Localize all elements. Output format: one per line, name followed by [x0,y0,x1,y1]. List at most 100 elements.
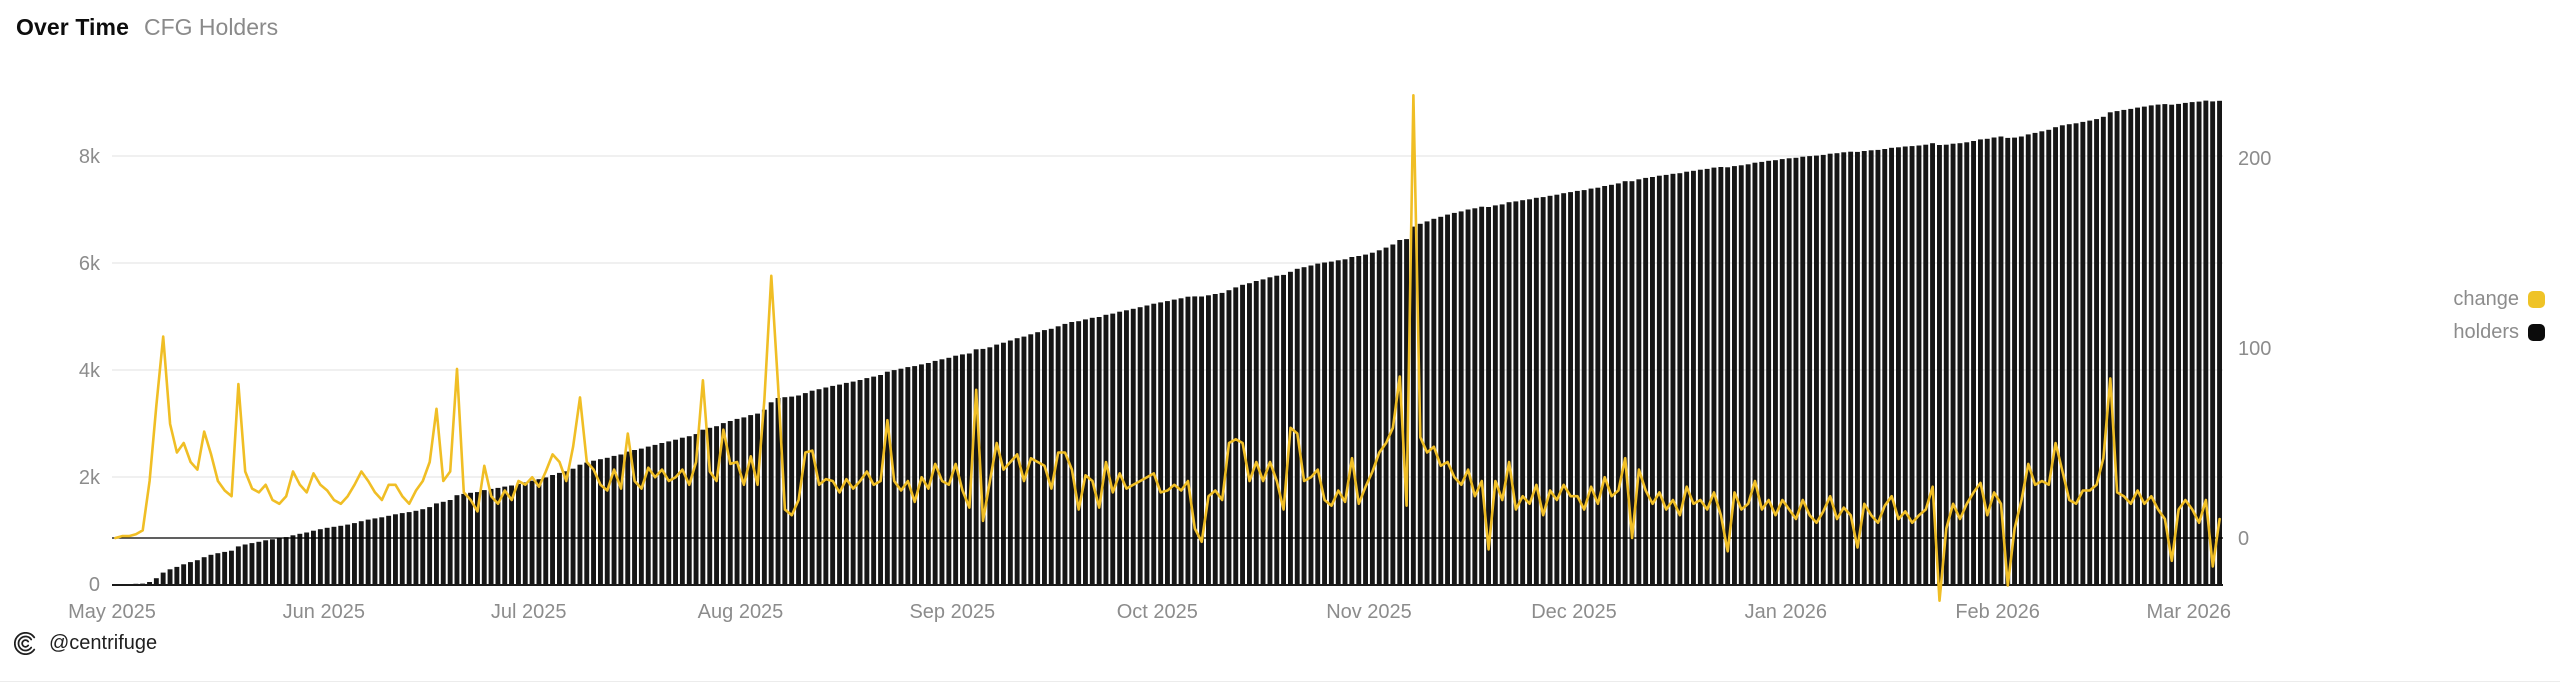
holders-bar[interactable] [174,567,179,584]
holders-bar[interactable] [1753,163,1758,584]
holders-bar[interactable] [1138,307,1143,584]
holders-bar[interactable] [455,495,460,584]
holders-bar[interactable] [2135,108,2140,584]
holders-bar[interactable] [161,573,166,584]
holders-bar[interactable] [817,389,822,584]
holders-bar[interactable] [837,385,842,584]
holders-bar[interactable] [1104,315,1109,584]
holders-bar[interactable] [1131,309,1136,584]
holders-bar[interactable] [1534,198,1539,584]
holders-bar[interactable] [1725,167,1730,584]
holders-bar[interactable] [748,415,753,584]
holders-bar[interactable] [1035,332,1040,584]
holders-bar[interactable] [154,578,159,584]
holders-bar[interactable] [1855,152,1860,584]
holders-bar[interactable] [1548,196,1553,584]
holders-bar[interactable] [1951,144,1956,584]
holders-bar[interactable] [448,500,453,584]
holders-bar[interactable] [1172,300,1177,584]
holders-bar[interactable] [960,354,965,584]
holders-bar[interactable] [1595,188,1600,584]
holders-bar[interactable] [311,531,316,584]
holders-bar[interactable] [1582,190,1587,584]
holders-bar[interactable] [605,458,610,584]
holders-bar[interactable] [1698,170,1703,584]
holders-bar[interactable] [1520,200,1525,584]
holders-bar[interactable] [1657,176,1662,584]
holders-bar[interactable] [1192,296,1197,584]
holders-bar[interactable] [523,482,528,584]
holders-bar[interactable] [516,484,521,584]
holders-bar[interactable] [1841,152,1846,584]
holders-bar[interactable] [741,417,746,584]
holders-bar[interactable] [304,533,309,585]
holders-bar[interactable] [1691,171,1696,584]
holders-bar[interactable] [2067,124,2072,584]
holders-bar[interactable] [1643,178,1648,584]
holders-bar[interactable] [359,521,364,584]
holders-bar[interactable] [625,452,630,584]
holders-bar[interactable] [537,479,542,584]
holders-bar[interactable] [769,402,774,584]
holders-bar[interactable] [735,419,740,584]
holders-bar[interactable] [434,503,439,584]
holders-bar[interactable] [1295,269,1300,584]
holders-bar[interactable] [489,489,494,584]
holders-bar[interactable] [1431,219,1436,584]
holders-bar[interactable] [1978,139,1983,584]
holders-bar[interactable] [1179,298,1184,584]
holders-bar[interactable] [2197,102,2202,584]
holders-bar[interactable] [1527,199,1532,584]
holders-bar[interactable] [1356,256,1361,584]
holders-bar[interactable] [1677,173,1682,584]
holders-bar[interactable] [1315,264,1320,584]
holders-bar[interactable] [209,555,214,584]
holders-bar[interactable] [332,527,337,584]
holders-bar[interactable] [543,477,548,584]
holders-bar[interactable] [1049,329,1054,584]
holders-bar[interactable] [1500,204,1505,584]
holders-bar[interactable] [215,553,220,584]
holders-bar[interactable] [168,569,173,584]
holders-bar[interactable] [1671,174,1676,584]
holders-bar[interactable] [1302,267,1307,584]
holders-bar[interactable] [1090,318,1095,584]
holders-bar[interactable] [1602,186,1607,584]
holders-bar[interactable] [400,513,405,584]
holders-bar[interactable] [659,443,664,584]
holders-bar[interactable] [1349,257,1354,584]
holders-bar[interactable] [393,514,398,584]
holders-bar[interactable] [1623,181,1628,584]
holders-bar[interactable] [2217,101,2222,584]
holders-bar[interactable] [1069,322,1074,584]
holders-bar[interactable] [1076,321,1081,584]
holders-bar[interactable] [1445,215,1450,584]
holders-bar[interactable] [591,461,596,584]
holders-bar[interactable] [250,543,255,584]
holders-bar[interactable] [1513,201,1518,584]
holders-bar[interactable] [1937,145,1942,584]
holders-bar[interactable] [1739,165,1744,584]
holders-bar[interactable] [2074,123,2079,584]
holders-bar[interactable] [687,436,692,584]
holders-bar[interactable] [1561,193,1566,584]
holders-bar[interactable] [386,516,391,584]
holders-bar[interactable] [919,364,924,584]
holders-bars-group[interactable] [133,101,2222,584]
holders-bar[interactable] [2094,119,2099,584]
holders-bar[interactable] [1664,175,1669,584]
holders-bar[interactable] [441,502,446,584]
holders-bar[interactable] [1117,312,1122,584]
holders-bar[interactable] [420,509,425,584]
holders-bar[interactable] [297,534,302,584]
holders-bar[interactable] [202,557,207,584]
holders-bar[interactable] [803,393,808,584]
holders-bar[interactable] [414,511,419,584]
holders-bar[interactable] [2183,103,2188,584]
holders-bar[interactable] [1233,287,1238,584]
holders-bar[interactable] [1773,160,1778,584]
holders-bar[interactable] [338,526,343,584]
holders-bar[interactable] [284,537,289,584]
holders-bar[interactable] [188,562,193,584]
holders-bar[interactable] [270,539,275,584]
